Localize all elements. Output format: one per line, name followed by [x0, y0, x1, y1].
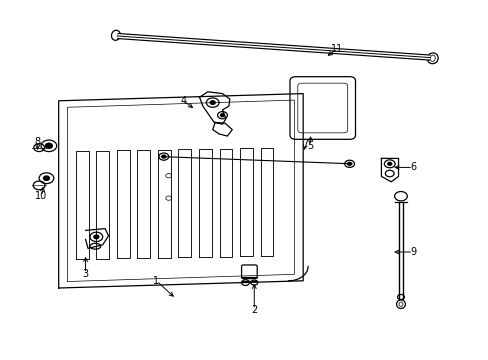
- Text: 5: 5: [307, 141, 313, 151]
- Text: 2: 2: [251, 305, 257, 315]
- Circle shape: [220, 114, 224, 117]
- Circle shape: [210, 101, 215, 104]
- Text: 7: 7: [302, 139, 308, 149]
- Text: 8: 8: [35, 137, 41, 147]
- Circle shape: [387, 162, 391, 165]
- Text: 6: 6: [409, 162, 415, 172]
- Circle shape: [347, 162, 351, 165]
- Text: 9: 9: [409, 247, 415, 257]
- Circle shape: [162, 155, 165, 158]
- Text: 10: 10: [35, 191, 48, 201]
- Text: 4: 4: [180, 96, 186, 106]
- Circle shape: [43, 176, 49, 180]
- Circle shape: [94, 235, 99, 239]
- Text: 1: 1: [153, 276, 159, 286]
- Circle shape: [45, 143, 52, 148]
- Text: 3: 3: [82, 269, 88, 279]
- Text: 11: 11: [330, 44, 343, 54]
